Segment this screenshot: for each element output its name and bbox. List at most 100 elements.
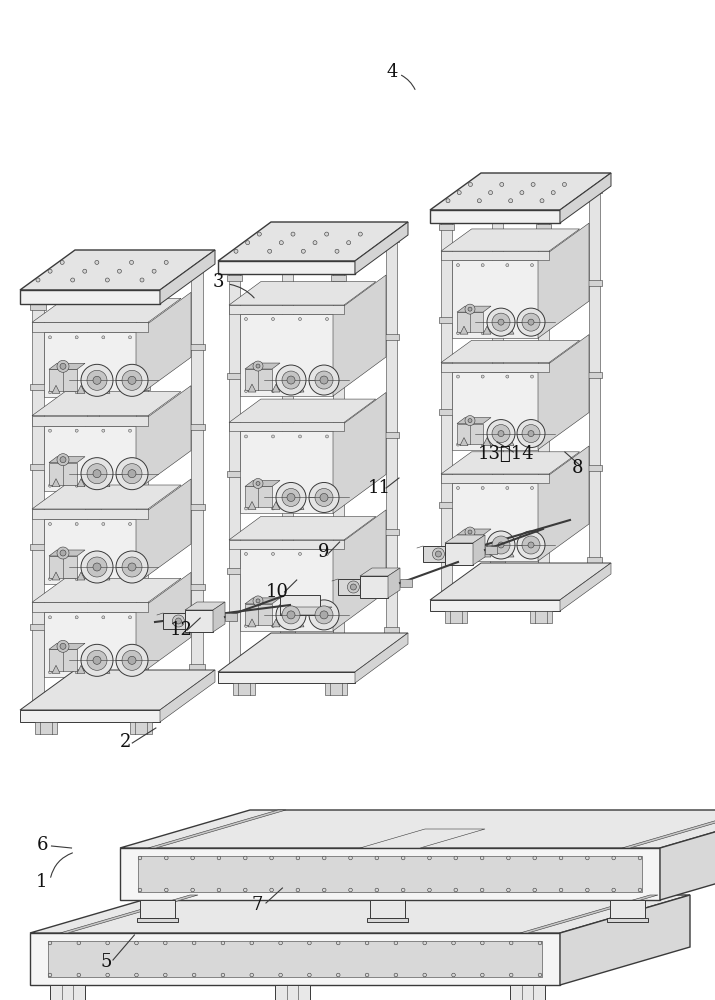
Circle shape [221,973,225,977]
Circle shape [320,611,328,619]
Circle shape [522,536,540,554]
Polygon shape [245,369,272,390]
Polygon shape [189,504,205,510]
Circle shape [335,249,339,253]
Circle shape [129,336,132,339]
Circle shape [298,318,302,321]
Circle shape [272,318,275,321]
Circle shape [298,390,302,393]
Polygon shape [587,464,602,471]
Circle shape [612,888,616,892]
Polygon shape [30,624,46,630]
Circle shape [538,941,542,945]
Circle shape [116,458,148,490]
Polygon shape [445,535,485,543]
Text: 12: 12 [169,621,192,639]
Circle shape [301,249,305,253]
Text: 3: 3 [212,273,224,291]
Polygon shape [233,683,255,695]
Polygon shape [457,535,483,555]
Circle shape [164,941,167,945]
Circle shape [533,888,536,892]
Circle shape [122,650,142,670]
Circle shape [172,615,184,627]
Polygon shape [32,416,148,426]
Circle shape [465,527,475,537]
Polygon shape [331,373,346,379]
Polygon shape [240,314,333,396]
Circle shape [138,856,142,860]
Polygon shape [272,501,280,509]
Polygon shape [229,399,376,422]
Circle shape [138,888,142,892]
Circle shape [250,973,254,977]
Circle shape [116,364,148,396]
Circle shape [60,260,64,264]
Polygon shape [30,304,46,310]
Circle shape [520,191,524,195]
Polygon shape [136,479,191,584]
Polygon shape [536,502,551,508]
Polygon shape [225,613,237,621]
Circle shape [522,313,540,331]
Circle shape [106,941,109,945]
Polygon shape [457,418,491,424]
Circle shape [129,429,132,432]
Circle shape [375,856,379,860]
Circle shape [282,371,300,389]
Polygon shape [282,222,293,633]
Circle shape [309,482,339,512]
Circle shape [533,856,536,860]
Polygon shape [441,340,580,363]
Polygon shape [134,304,150,310]
Polygon shape [48,941,542,977]
Polygon shape [400,579,412,587]
Polygon shape [331,666,346,672]
Polygon shape [490,187,505,193]
Polygon shape [52,479,60,487]
Circle shape [337,941,340,945]
Circle shape [60,363,66,369]
Polygon shape [536,409,551,415]
Circle shape [456,487,460,489]
Circle shape [270,888,273,892]
Polygon shape [506,438,514,446]
Polygon shape [35,722,57,734]
Circle shape [129,391,132,394]
Circle shape [492,536,510,554]
Polygon shape [134,704,150,710]
Circle shape [87,464,107,484]
Circle shape [298,435,302,438]
Polygon shape [439,502,454,508]
Circle shape [279,941,282,945]
Circle shape [638,888,642,892]
Polygon shape [384,627,399,633]
Polygon shape [229,261,240,672]
Circle shape [358,232,363,236]
Circle shape [270,856,273,860]
Circle shape [507,888,511,892]
Circle shape [102,429,105,432]
Circle shape [531,554,533,558]
Circle shape [272,624,275,627]
Circle shape [322,888,326,892]
Circle shape [481,554,484,558]
Circle shape [638,856,642,860]
Polygon shape [384,236,399,242]
Polygon shape [457,312,483,332]
Polygon shape [52,572,60,580]
Circle shape [48,269,52,273]
Polygon shape [85,664,101,670]
Circle shape [128,470,136,478]
Polygon shape [439,409,454,415]
Circle shape [87,650,107,670]
Circle shape [128,376,136,384]
Circle shape [488,191,493,195]
Circle shape [129,671,132,674]
Circle shape [122,370,142,390]
Polygon shape [483,549,491,557]
Polygon shape [367,918,408,922]
Text: 10: 10 [266,583,289,601]
Polygon shape [587,279,602,286]
Circle shape [48,941,51,945]
